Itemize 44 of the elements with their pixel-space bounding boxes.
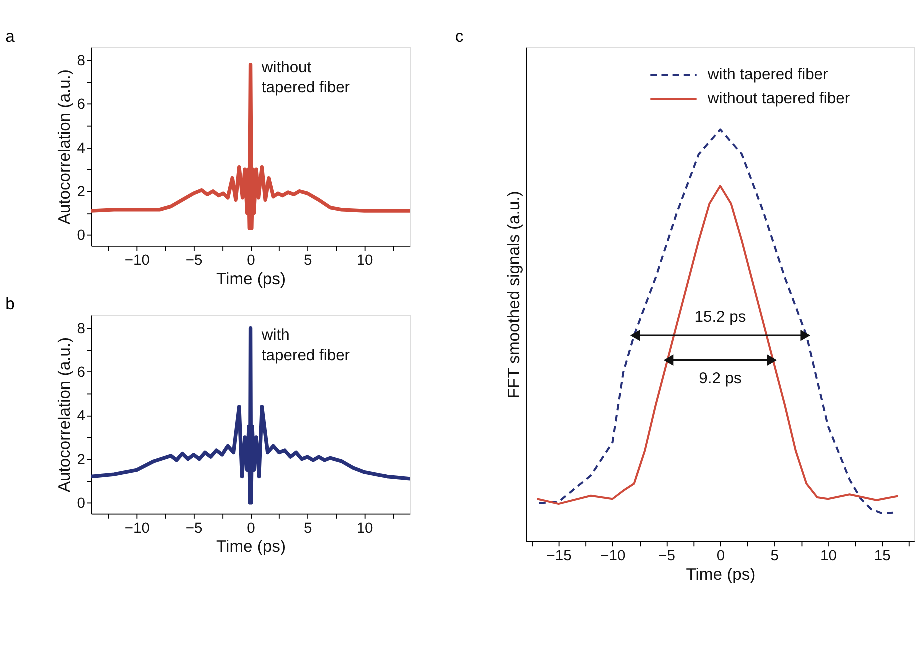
x-tick-label: −5 bbox=[186, 520, 203, 537]
chart-title: b bbox=[6, 294, 15, 314]
series-label: with tapered fiber bbox=[260, 327, 350, 364]
chart-title: a bbox=[6, 26, 16, 46]
x-tick-label: −10 bbox=[124, 520, 150, 537]
annotation: 9.2 ps bbox=[699, 370, 742, 388]
legend-label: with tapered fiber bbox=[706, 66, 828, 84]
y-tick-label: 4 bbox=[77, 140, 86, 157]
x-axis-title: Time (ps) bbox=[686, 564, 756, 584]
x-tick-label: 0 bbox=[716, 548, 726, 564]
x-tick-label: −5 bbox=[186, 252, 203, 269]
x-tick-label: 10 bbox=[356, 520, 374, 537]
y-tick-label: 0 bbox=[77, 228, 86, 244]
y-tick-label: 8 bbox=[77, 321, 86, 338]
annotation: 15.2 ps bbox=[694, 308, 746, 326]
line-series bbox=[90, 326, 412, 505]
y-tick-label: 6 bbox=[77, 97, 86, 114]
y-axis-title: Autocorrelation (a.u.) bbox=[54, 70, 74, 225]
x-tick-label: 15 bbox=[874, 548, 891, 564]
x-tick-label: 5 bbox=[304, 520, 312, 537]
x-tick-label: 10 bbox=[820, 548, 837, 564]
x-tick-label: 5 bbox=[304, 252, 312, 269]
x-tick-label: 0 bbox=[247, 520, 256, 537]
y-tick-label: 2 bbox=[77, 452, 86, 468]
line-series bbox=[90, 62, 412, 230]
series-label: without tapered fiber bbox=[260, 59, 350, 97]
chart-title: c bbox=[455, 26, 464, 46]
x-tick-label: 10 bbox=[356, 252, 374, 269]
x-tick-label: 0 bbox=[247, 252, 256, 269]
x-tick-label: −15 bbox=[546, 548, 572, 564]
legend-label: without tapered fiber bbox=[706, 90, 850, 108]
y-tick-label: 6 bbox=[77, 365, 86, 382]
y-tick-label: 8 bbox=[77, 54, 86, 70]
y-tick-label: 0 bbox=[77, 496, 86, 512]
x-tick-label: −10 bbox=[124, 252, 150, 269]
x-tick-label: −10 bbox=[600, 548, 626, 564]
x-axis-title: Time (ps) bbox=[216, 537, 286, 556]
y-axis-title: FFT smoothed signals (a.u.) bbox=[504, 191, 524, 399]
x-axis-title: Time (ps) bbox=[216, 269, 286, 288]
x-tick-label: 5 bbox=[770, 548, 779, 564]
x-tick-label: −5 bbox=[658, 548, 676, 564]
y-tick-label: 4 bbox=[77, 408, 86, 425]
y-axis-title: Autocorrelation (a.u.) bbox=[54, 337, 74, 493]
y-tick-label: 2 bbox=[77, 184, 86, 200]
